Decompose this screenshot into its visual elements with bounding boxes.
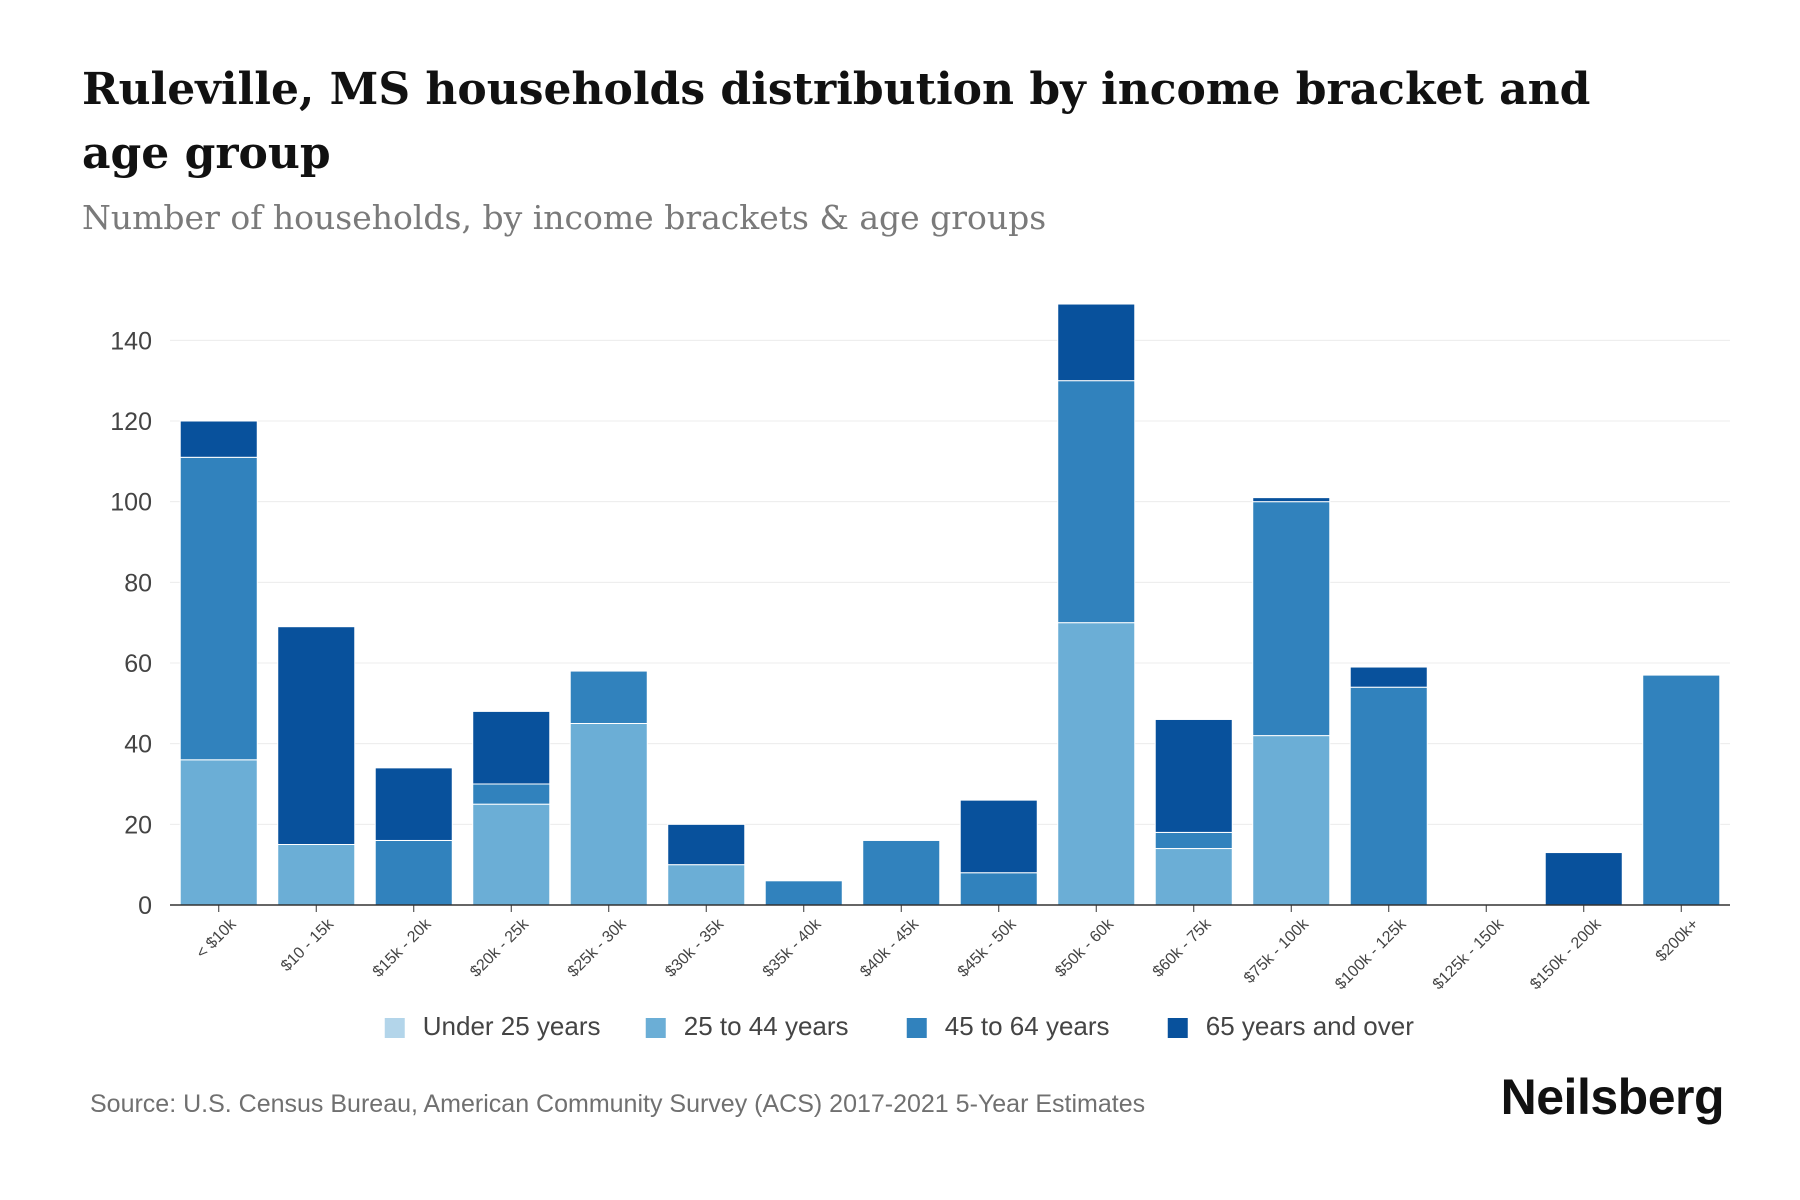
y-tick-label: 80	[124, 569, 152, 597]
bar-segment[interactable]	[277, 626, 356, 846]
x-tick-label: $25k - 30k	[565, 915, 631, 981]
bar-segment[interactable]	[472, 803, 551, 906]
x-tick-label: $15k - 20k	[370, 915, 436, 981]
bar-segment[interactable]	[374, 767, 453, 841]
x-tick-label: $100k - 125k	[1332, 915, 1410, 993]
x-tick-label: $200k+	[1653, 916, 1702, 965]
y-tick-label: 60	[124, 650, 152, 678]
bar-segment[interactable]	[1252, 501, 1331, 737]
y-axis-ticks: 0 20 40 60 80 100 120 140	[110, 327, 152, 920]
bar-segment[interactable]	[569, 723, 648, 906]
stacked-bar-chart: 0 20 40 60 80 100 120 140 < $10k $10 - 15k $15k -…	[110, 303, 1730, 1041]
chart-subtitle: Number of households, by income brackets…	[82, 198, 1047, 237]
bar-segment[interactable]	[667, 864, 746, 906]
legend-swatch	[906, 1018, 927, 1038]
legend-swatch	[645, 1018, 666, 1038]
bar-segment[interactable]	[179, 420, 258, 458]
y-tick-label: 100	[110, 489, 152, 517]
x-tick-label: $150k - 200k	[1527, 915, 1605, 993]
bar-segment[interactable]	[1154, 718, 1233, 833]
legend-label: 25 to 44 years	[684, 1011, 849, 1041]
bar-segment[interactable]	[472, 783, 551, 805]
gridlines	[170, 339, 1730, 825]
y-tick-label: 20	[124, 811, 152, 839]
bar-segment[interactable]	[1057, 622, 1136, 906]
bar-segment[interactable]	[959, 872, 1038, 906]
x-tick-label: < $10k	[193, 915, 240, 962]
x-tick-label: $40k - 45k	[857, 915, 923, 981]
bar-segment[interactable]	[1057, 380, 1136, 624]
x-tick-label: $60k - 75k	[1150, 915, 1216, 981]
bar-segment[interactable]	[1252, 735, 1331, 906]
bar-segment[interactable]	[179, 759, 258, 906]
x-tick-label: $75k - 100k	[1241, 915, 1313, 987]
bar-segment[interactable]	[277, 844, 356, 906]
x-tick-label: $20k - 25k	[467, 915, 533, 981]
y-tick-label: 120	[110, 408, 152, 436]
legend-label: 65 years and over	[1206, 1011, 1414, 1041]
bar-segment[interactable]	[862, 839, 941, 906]
brand-logo: Neilsberg	[1500, 1069, 1725, 1125]
y-tick-label: 40	[124, 731, 152, 759]
x-tick-label: $125k - 150k	[1430, 915, 1508, 993]
bar-segment[interactable]	[959, 799, 1038, 874]
x-axis-ticks: < $10k $10 - 15k $15k - 20k $20k - 25k $25k …	[193, 905, 1702, 993]
bar-segment[interactable]	[1349, 666, 1428, 688]
bars	[179, 303, 1721, 906]
bar-segment[interactable]	[1154, 831, 1233, 850]
legend-swatch	[384, 1018, 405, 1038]
source-note: Source: U.S. Census Bureau, American Com…	[90, 1090, 1146, 1118]
x-tick-label: $35k - 40k	[760, 915, 826, 981]
bar-segment[interactable]	[1154, 848, 1233, 906]
legend-swatch	[1167, 1018, 1188, 1038]
legend-label: Under 25 years	[423, 1011, 601, 1041]
y-tick-label: 0	[138, 892, 152, 920]
x-tick-label: $50k - 60k	[1052, 915, 1118, 981]
bar-segment[interactable]	[374, 839, 453, 906]
bar-segment[interactable]	[569, 670, 648, 724]
bar-segment[interactable]	[1642, 674, 1721, 906]
legend: Under 25 years 25 to 44 years 45 to 64 yea…	[384, 1011, 1414, 1041]
bar-segment[interactable]	[1252, 497, 1331, 503]
bar-segment[interactable]	[1544, 852, 1623, 906]
x-tick-label: $30k - 35k	[662, 915, 728, 981]
x-tick-label: $10 - 15k	[278, 915, 338, 975]
bar-segment[interactable]	[179, 456, 258, 761]
legend-label: 45 to 64 years	[945, 1011, 1110, 1041]
bar-segment[interactable]	[764, 880, 843, 906]
bar-segment[interactable]	[667, 823, 746, 866]
chart-title: Ruleville, MS households distribution by…	[82, 64, 1591, 179]
x-tick-label: $45k - 50k	[955, 915, 1021, 981]
bar-segment[interactable]	[1349, 686, 1428, 906]
bar-segment[interactable]	[472, 710, 551, 785]
y-tick-label: 140	[110, 327, 152, 355]
bar-segment[interactable]	[1057, 303, 1136, 382]
